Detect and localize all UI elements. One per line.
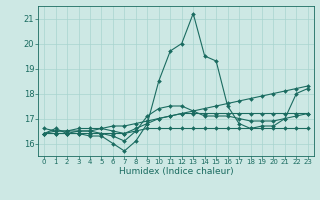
X-axis label: Humidex (Indice chaleur): Humidex (Indice chaleur) (119, 167, 233, 176)
